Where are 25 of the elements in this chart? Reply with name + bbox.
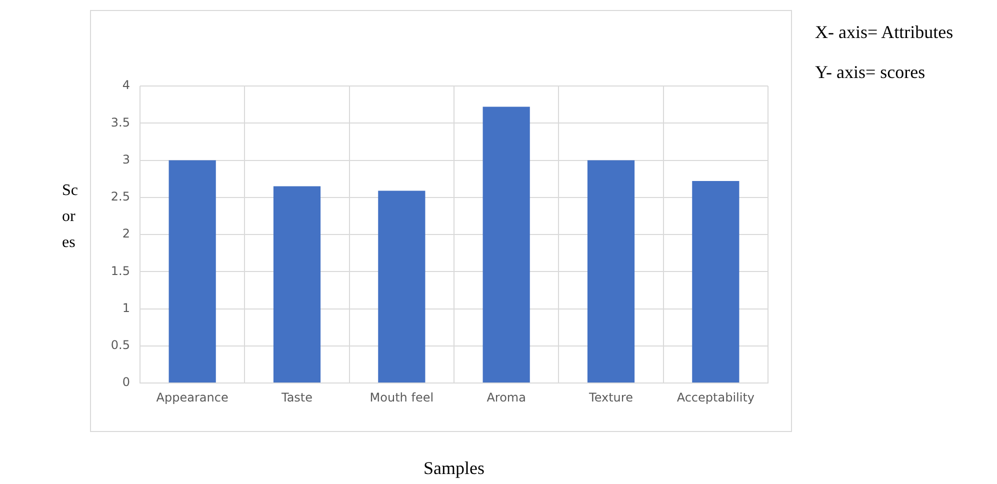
y-tick-label: 3 — [122, 152, 130, 166]
x-tick-label: Acceptability — [676, 390, 755, 404]
x-tick-label: Texture — [588, 390, 633, 404]
bar — [587, 160, 635, 382]
bar — [273, 186, 321, 382]
x-axis-title: Samples — [424, 458, 484, 478]
y-tick-label: 1 — [122, 300, 130, 315]
y-tick-label: 4 — [122, 78, 130, 92]
y-tick-label: 2 — [122, 226, 130, 241]
text: X- axis= Attributes — [815, 22, 954, 43]
y-tick-label: 0.5 — [110, 338, 130, 352]
y-tick-label: 1.5 — [110, 264, 130, 278]
x-tick-label: Appearance — [156, 390, 228, 404]
y-tick-label: 3.5 — [110, 115, 130, 130]
y-axis-title: Scores — [62, 181, 78, 253]
x-tick-label: Mouth feel — [370, 390, 434, 404]
x-tick-label: Aroma — [486, 390, 526, 404]
bar — [168, 160, 216, 382]
bar — [378, 190, 426, 382]
bar — [692, 181, 740, 382]
y-tick-label: 0 — [122, 375, 130, 390]
text: Y- axis= scores — [815, 62, 926, 83]
x-tick-label: Taste — [280, 390, 313, 404]
y-tick-label: 2.5 — [110, 190, 130, 204]
bar — [482, 106, 530, 382]
